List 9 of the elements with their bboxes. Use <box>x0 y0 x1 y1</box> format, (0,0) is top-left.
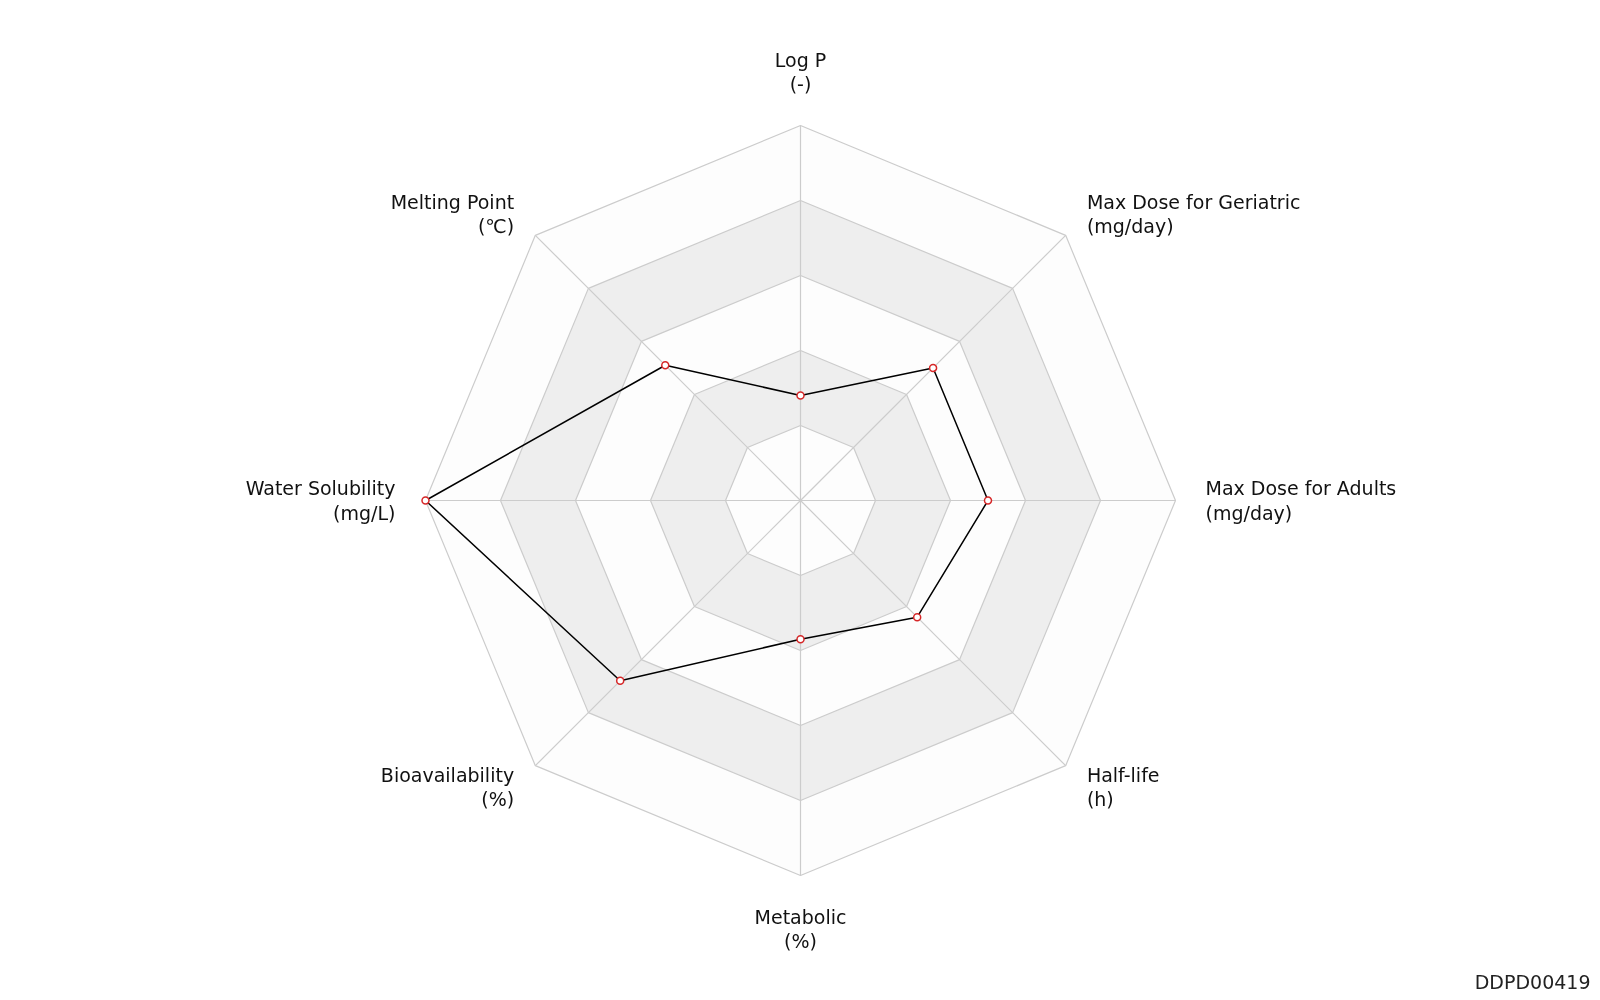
spoke-label: Bioavailability (%) <box>380 763 515 810</box>
text: DDPD00419 <box>1474 970 1591 993</box>
spoke-label: Half-life (h) <box>1086 763 1160 810</box>
spoke-label: Melting Point (℃) <box>390 191 515 238</box>
spoke-label: Max Dose for Adults (mg/day) <box>1205 477 1397 524</box>
spoke-label: Log P (-) <box>774 49 827 96</box>
spoke-label: Max Dose for Geriatric (mg/day) <box>1086 191 1301 238</box>
spoke-label: Water Solubility (mg/L) <box>245 477 396 524</box>
spoke-label: Metabolic (%) <box>754 905 847 952</box>
